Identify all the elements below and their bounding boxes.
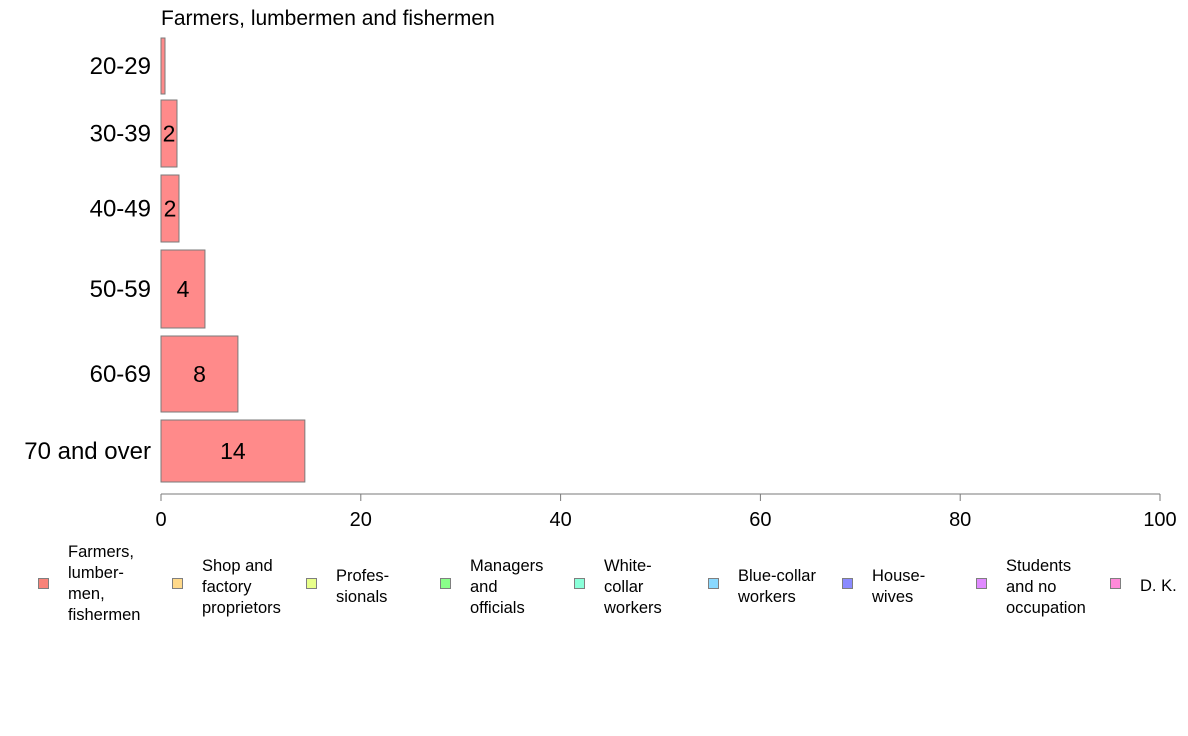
legend-label: Profes- sionals bbox=[336, 567, 390, 606]
chart-title: Farmers, lumbermen and fishermen bbox=[161, 7, 495, 30]
legend-label: Shop and factory proprietors bbox=[202, 557, 281, 617]
legend-swatch bbox=[172, 578, 183, 589]
legend-item: Shop and factory proprietors bbox=[172, 556, 281, 619]
legend-item: Farmers, lumber- men, fishermen bbox=[38, 542, 140, 626]
legend-item: Managers and officials bbox=[440, 556, 543, 619]
legend-label: Farmers, lumber- men, fishermen bbox=[68, 543, 141, 624]
bars-layer: 20-29 30-39 2 40-49 2 50-59 4 60-69 8 70 and over… bbox=[24, 37, 306, 483]
bar-60-69 bbox=[160, 335, 239, 413]
legend-label: Students and no occupation bbox=[1006, 557, 1086, 617]
legend-label: Blue-collar workers bbox=[738, 567, 816, 606]
legend-label: D. K. bbox=[1140, 577, 1177, 595]
category-label: 20-29 bbox=[90, 53, 151, 80]
category-label: 50-59 bbox=[90, 276, 151, 303]
x-tick-label: 80 bbox=[949, 509, 971, 531]
legend-label: White- collar workers bbox=[604, 557, 662, 617]
legend-swatch bbox=[306, 578, 317, 589]
legend-swatch bbox=[38, 578, 49, 589]
legend-item: House- wives bbox=[842, 566, 925, 608]
bar-value-label: 2 bbox=[164, 196, 177, 222]
legend-swatch bbox=[842, 578, 853, 589]
legend-item: Blue-collar workers bbox=[708, 566, 816, 608]
bar-value-label: 2 bbox=[163, 121, 176, 147]
legend-item: White- collar workers bbox=[574, 556, 662, 619]
bar-40-49 bbox=[160, 174, 180, 243]
x-tick-label: 20 bbox=[350, 509, 372, 531]
bar-value-label: 14 bbox=[220, 438, 246, 464]
bar-20-29 bbox=[160, 37, 166, 95]
legend-swatch bbox=[440, 578, 451, 589]
category-label: 40-49 bbox=[90, 196, 151, 223]
legend-swatch bbox=[1110, 578, 1121, 589]
legend-swatch bbox=[708, 578, 719, 589]
x-tick-label: 100 bbox=[1143, 509, 1176, 531]
bar-chart: Farmers, lumbermen and fishermen 20-29 30… bbox=[24, 7, 1177, 531]
bar-30-39 bbox=[160, 99, 178, 168]
category-label: 60-69 bbox=[90, 361, 151, 388]
legend-item: Profes- sionals bbox=[306, 566, 389, 608]
bar-value-label: 8 bbox=[193, 361, 206, 387]
x-tick-label: 40 bbox=[549, 509, 571, 531]
x-tick-label: 0 bbox=[155, 509, 166, 531]
legend-swatch bbox=[574, 578, 585, 589]
legend-label: Managers and officials bbox=[470, 557, 544, 617]
legend-item: Students and no occupation bbox=[976, 556, 1086, 619]
x-tick-label: 60 bbox=[749, 509, 771, 531]
category-label: 70 and over bbox=[24, 438, 151, 465]
legend-swatch bbox=[976, 578, 987, 589]
x-axis: 0 20 40 60 80 100 bbox=[155, 493, 1177, 531]
legend-label: House- wives bbox=[872, 567, 926, 606]
bar-value-label: 4 bbox=[177, 276, 190, 302]
legend: Farmers, lumber- men, fishermen Shop and … bbox=[38, 543, 1188, 646]
category-label: 30-39 bbox=[90, 121, 151, 148]
bar-70-and-over bbox=[160, 419, 306, 483]
bar-50-59 bbox=[160, 249, 206, 329]
legend-item: D. K. bbox=[1110, 576, 1177, 597]
